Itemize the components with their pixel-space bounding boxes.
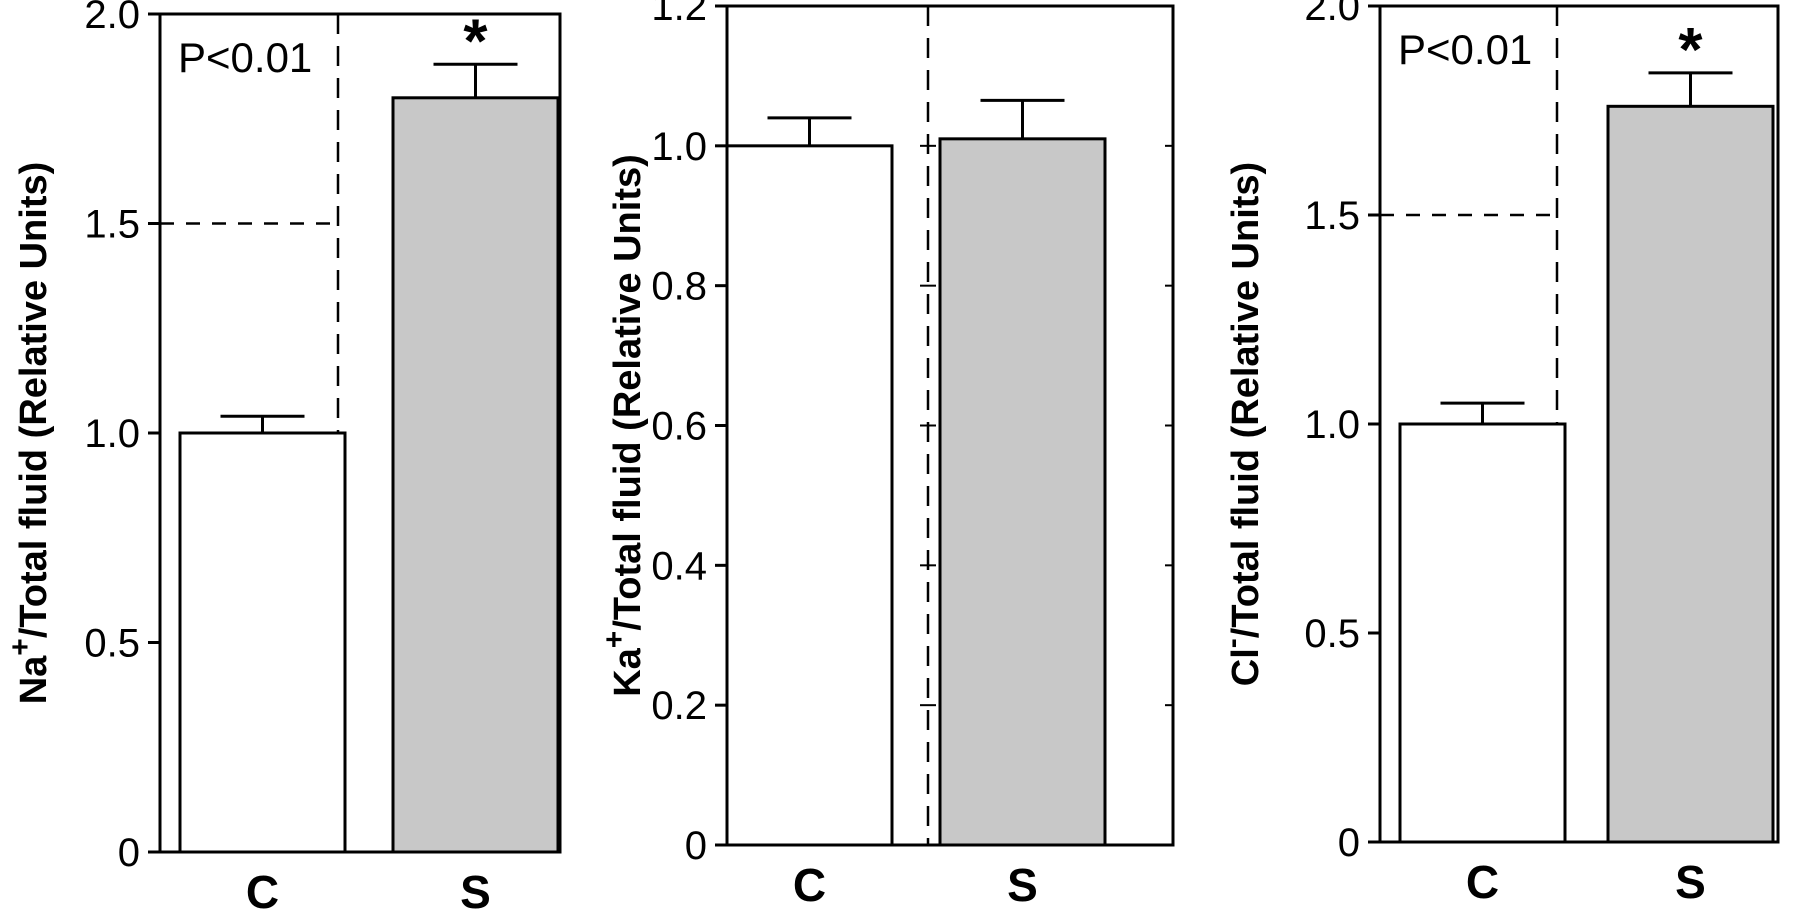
- y-axis-label-post: /Total fluid (Relative Units): [13, 162, 55, 638]
- y-tick-label: 0.5: [84, 622, 140, 666]
- panel-2: 0 0.2 0.4 0.6 0.8 1.0 1.2 C S Ka+/Total fluid (Re…: [598, 0, 1175, 911]
- category-label: C: [1466, 856, 1499, 908]
- panel-3: 0 0.5 1.0 1.5 2.0 C * S P<0.01 Cl-/Total fluid (R…: [1216, 0, 1780, 908]
- category-label: S: [1007, 859, 1038, 911]
- panel-1: 0 0.5 1.0 1.5 2.0 C * S P<0.01 Na+/Total fluid (R…: [4, 0, 562, 914]
- category-label: C: [793, 859, 826, 911]
- category-label: S: [1675, 856, 1706, 908]
- bar-s: [391, 96, 560, 854]
- y-tick-label: 1.2: [651, 0, 707, 29]
- y-axis-label-sup: +: [4, 638, 37, 656]
- bar-c: [1398, 422, 1567, 844]
- y-axis-label-pre: Ka: [607, 647, 649, 696]
- y-tick-label: 1.0: [651, 125, 707, 169]
- y-tick-label: 0.5: [1304, 612, 1360, 656]
- bar-c: [725, 144, 894, 847]
- y-tick-label: 2.0: [1304, 0, 1360, 29]
- y-axis-label: Cl-/Total fluid (Relative Units): [1216, 162, 1267, 686]
- y-axis-label-post: /Total fluid (Relative Units): [607, 154, 649, 630]
- y-tick-label: 0: [685, 824, 707, 868]
- p-value-annotation: P<0.01: [178, 34, 312, 81]
- y-axis-label-sup: -: [1216, 638, 1249, 648]
- y-tick-label: 0.6: [651, 405, 707, 449]
- p-value-annotation: P<0.01: [1398, 26, 1532, 73]
- bar-s: [1606, 104, 1775, 844]
- y-tick-label: 0: [1338, 821, 1360, 865]
- y-tick-label: 1.0: [1304, 403, 1360, 447]
- y-axis-label: Na+/Total fluid (Relative Units): [4, 162, 55, 705]
- bar-c: [178, 431, 347, 854]
- y-tick-label: 1.5: [84, 203, 140, 247]
- y-tick-label: 0: [118, 831, 140, 875]
- y-tick-label: 0.4: [651, 544, 707, 588]
- bar-s: [938, 137, 1107, 847]
- y-tick-label: 1.0: [84, 412, 140, 456]
- y-axis-label: Ka+/Total fluid (Relative Units): [598, 154, 649, 697]
- y-tick-label: 0.2: [651, 684, 707, 728]
- y-axis-label-post: /Total fluid (Relative Units): [1225, 162, 1267, 638]
- category-label: C: [246, 866, 279, 914]
- significance-star: *: [1678, 16, 1703, 85]
- y-axis-label-pre: Cl: [1225, 648, 1267, 686]
- y-tick-label: 2.0: [84, 0, 140, 37]
- category-label: S: [460, 866, 491, 914]
- significance-star: *: [463, 7, 488, 76]
- y-tick-label: 0.8: [651, 265, 707, 309]
- y-tick-label: 1.5: [1304, 194, 1360, 238]
- y-axis-label-pre: Na: [13, 655, 55, 704]
- y-axis-label-sup: +: [598, 631, 631, 649]
